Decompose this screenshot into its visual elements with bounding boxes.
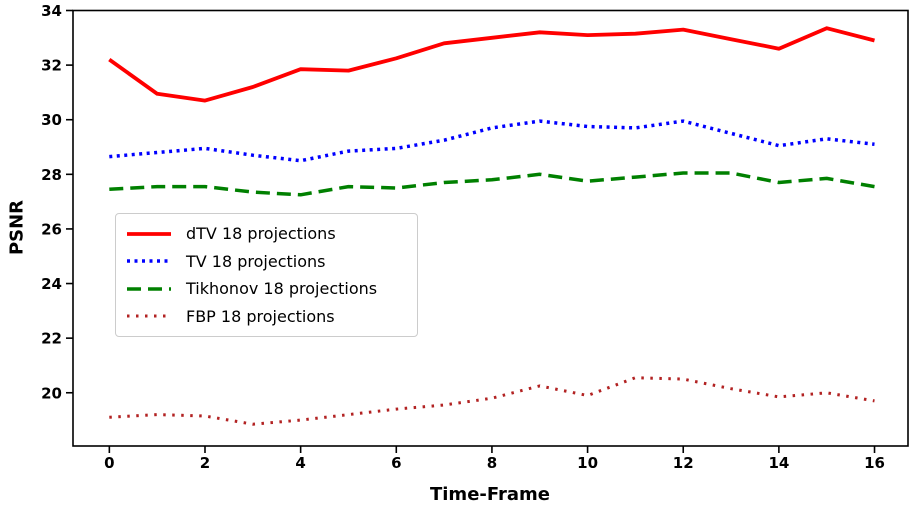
legend-swatch-fbp-line <box>127 314 171 318</box>
legend-swatch-tv-line <box>127 259 171 263</box>
x-tick-label: 16 <box>864 454 885 472</box>
y-tick-label: 20 <box>41 384 62 402</box>
x-tick-label: 12 <box>673 454 694 472</box>
series-line-fbp <box>109 376 875 426</box>
x-tick-label: 6 <box>391 454 401 472</box>
x-tick-label: 8 <box>487 454 497 472</box>
legend-label-fbp: FBP 18 projections <box>186 306 335 326</box>
y-tick-label: 26 <box>41 220 62 238</box>
legend-swatch-dtv-line <box>127 231 171 236</box>
y-tick-label: 28 <box>41 166 62 184</box>
legend-item-tikhonov: Tikhonov 18 projections <box>126 276 407 301</box>
legend-swatch-tikhonov-line <box>127 287 171 291</box>
series-line-tikhonov <box>109 171 875 197</box>
legend-label-dtv: dTV 18 projections <box>186 224 336 244</box>
legend-item-fbp: FBP 18 projections <box>126 304 407 329</box>
y-tick-label: 30 <box>41 111 62 129</box>
x-axis-label: Time-Frame <box>429 484 550 505</box>
y-tick-label: 34 <box>41 2 62 20</box>
legend-label-tv: TV 18 projections <box>186 251 326 271</box>
legend-item-dtv: dTV 18 projections <box>126 221 407 246</box>
y-tick-label: 22 <box>41 330 62 348</box>
x-tick-label: 10 <box>577 454 598 472</box>
legend: dTV 18 projections TV 18 projections Tik… <box>115 213 418 337</box>
x-tick-label: 4 <box>295 454 305 472</box>
y-tick-label: 32 <box>41 57 62 75</box>
y-tick-label: 24 <box>41 275 62 293</box>
x-tick-label: 0 <box>104 454 114 472</box>
y-axis-label: PSNR <box>6 199 28 256</box>
series-line-tv <box>109 119 875 163</box>
x-tick-label: 2 <box>200 454 210 472</box>
series-line-dtv <box>108 26 875 103</box>
x-tick-label: 14 <box>768 454 789 472</box>
legend-item-tv: TV 18 projections <box>126 249 407 274</box>
legend-label-tikhonov: Tikhonov 18 projections <box>186 279 378 299</box>
